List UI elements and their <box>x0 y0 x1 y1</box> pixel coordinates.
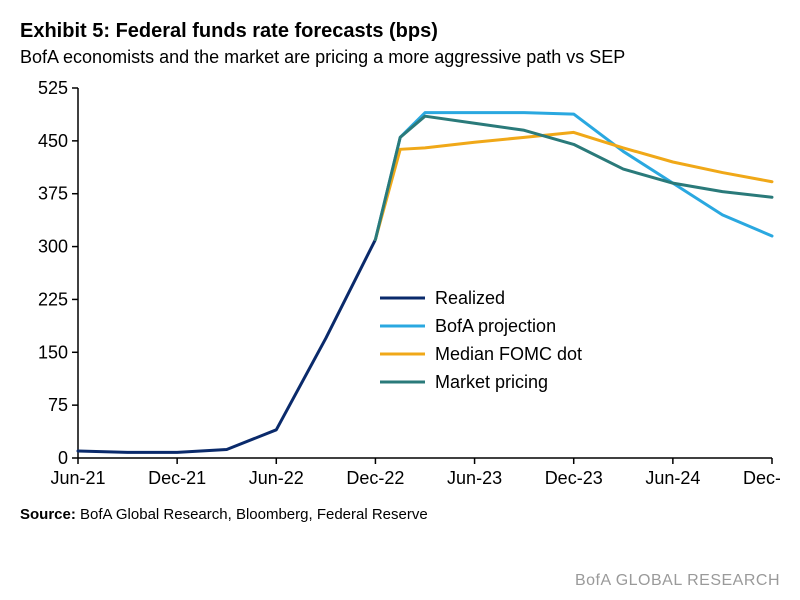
x-tick-label: Dec-23 <box>545 468 603 488</box>
legend-label: Realized <box>435 288 505 308</box>
source-line: Source: BofA Global Research, Bloomberg,… <box>20 506 780 523</box>
exhibit-title: Exhibit 5: Federal funds rate forecasts … <box>20 20 780 43</box>
series-market-pricing <box>375 116 772 239</box>
x-tick-label: Jun-23 <box>447 468 502 488</box>
series-realized <box>78 240 375 453</box>
x-tick-label: Jun-21 <box>50 468 105 488</box>
chart-area: 0 75 150 225 300 375 450 525 Jun-21 Dec-21 Jun-22 D… <box>20 78 780 498</box>
x-tick-label: Dec-21 <box>148 468 206 488</box>
legend-label: Market pricing <box>435 372 548 392</box>
line-chart: 0 75 150 225 300 375 450 525 Jun-21 Dec-21 Jun-22 D… <box>20 78 780 498</box>
y-tick-label: 450 <box>38 131 68 151</box>
y-tick-label: 375 <box>38 184 68 204</box>
legend: Realized BofA projection Median FOMC dot Ma… <box>380 288 582 392</box>
y-tick-label: 525 <box>38 78 68 98</box>
y-tick-label: 75 <box>48 395 68 415</box>
source-text: BofA Global Research, Bloomberg, Federal… <box>80 506 428 523</box>
source-label: Source: <box>20 506 76 523</box>
x-tick-label: Dec-22 <box>346 468 404 488</box>
y-tick-label: 300 <box>38 237 68 257</box>
watermark: BofA GLOBAL RESEARCH <box>575 572 780 590</box>
y-tick-label: 150 <box>38 342 68 362</box>
exhibit-subtitle: BofA economists and the market are prici… <box>20 47 780 68</box>
y-tick-label: 225 <box>38 289 68 309</box>
x-tick-label: Jun-22 <box>249 468 304 488</box>
series-median-fomc-dot <box>375 132 772 239</box>
legend-label: BofA projection <box>435 316 556 336</box>
exhibit-container: Exhibit 5: Federal funds rate forecasts … <box>0 0 800 600</box>
x-tick-label: Dec-24 <box>743 468 780 488</box>
y-tick-label: 0 <box>58 448 68 468</box>
legend-label: Median FOMC dot <box>435 344 582 364</box>
x-tick-label: Jun-24 <box>645 468 700 488</box>
